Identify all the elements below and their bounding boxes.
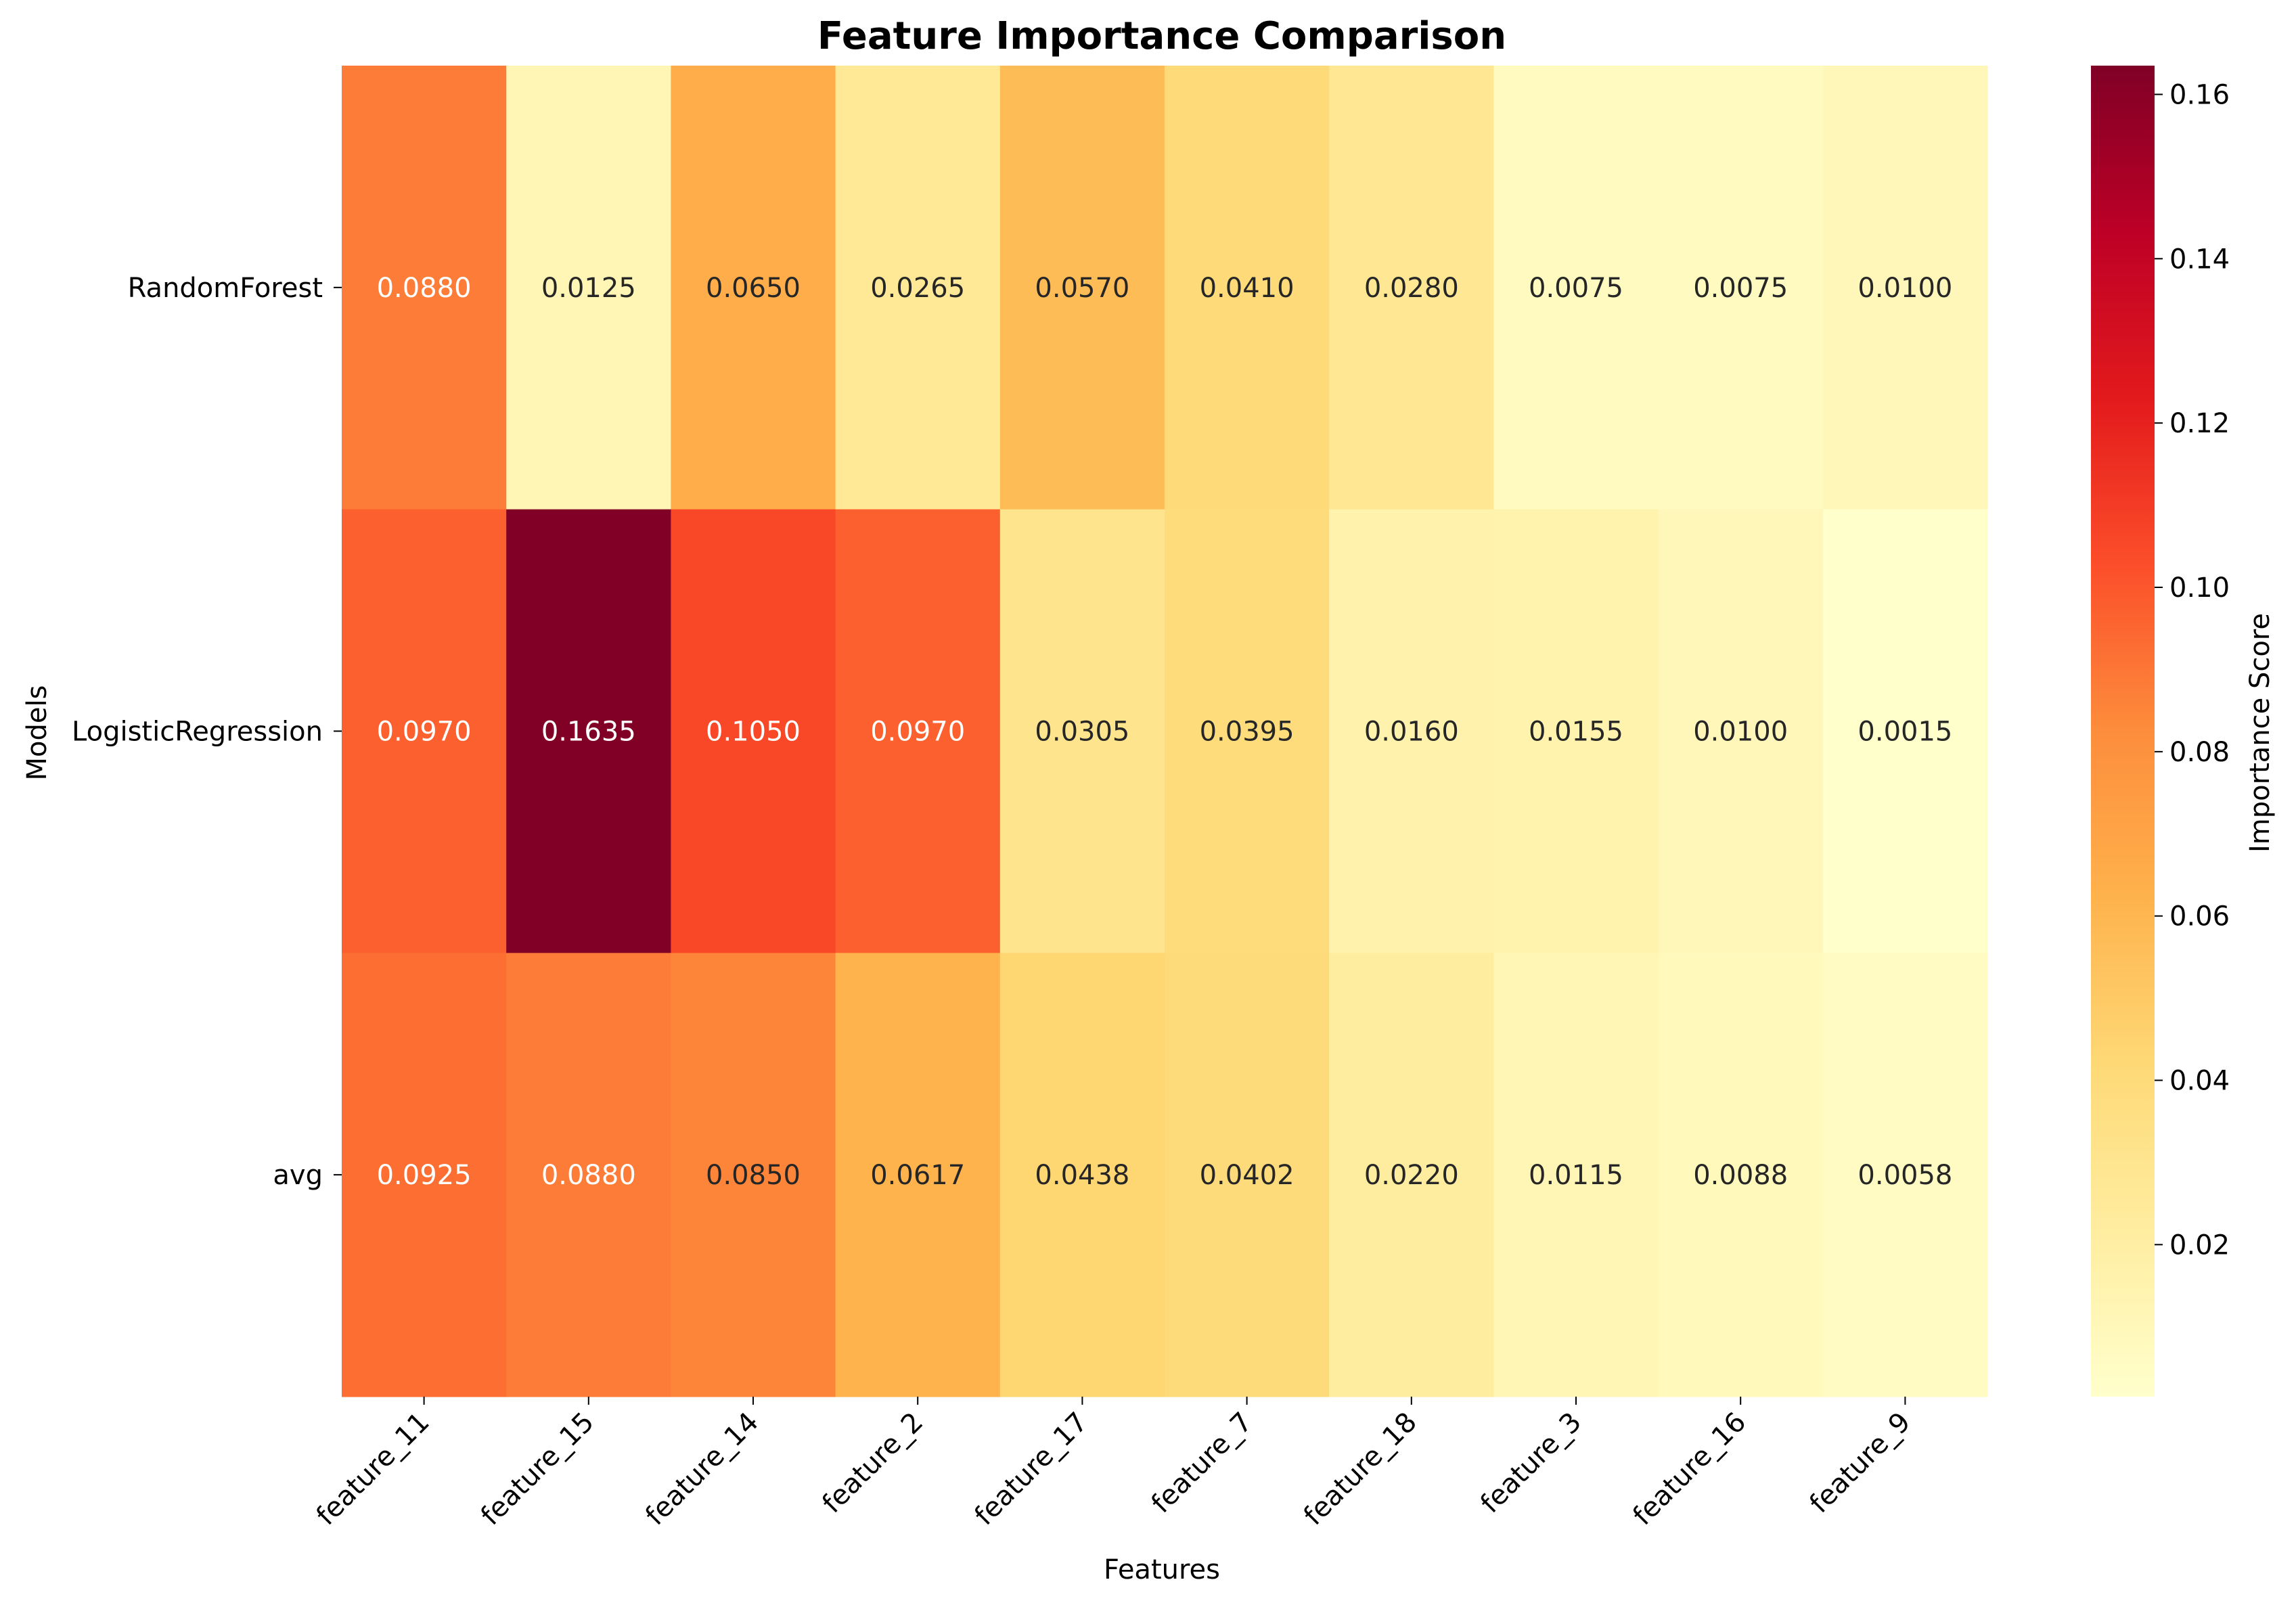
- cell-value-label: 0.0088: [1693, 1160, 1788, 1191]
- heatmap-cell: [999, 66, 1165, 510]
- heatmap-cell: [1165, 953, 1330, 1397]
- colorbar-tick-label: 0.04: [2169, 1066, 2230, 1097]
- heatmap-cell: [671, 509, 836, 953]
- cell-value-label: 0.0100: [1858, 273, 1952, 304]
- colorbar-gradient: [2091, 66, 2155, 1397]
- colorbar: 0.02 0.04 0.06 0.08 0.10 0.12 0.14 0.16 Importa…: [2091, 66, 2276, 1397]
- colorbar-tick-label: 0.06: [2169, 901, 2230, 932]
- heatmap-cell: [1658, 509, 1824, 953]
- cell-value-label: 0.0570: [1035, 273, 1129, 304]
- heatmap-cell: [342, 66, 507, 510]
- heatmap-cell: [506, 509, 671, 953]
- cell-value-label: 0.0438: [1035, 1160, 1129, 1191]
- cell-value-label: 0.0880: [541, 1160, 636, 1191]
- heatmap-cell: [1329, 953, 1494, 1397]
- cell-value-label: 0.0265: [870, 273, 965, 304]
- heatmap-cell: [342, 953, 507, 1397]
- cell-value-label: 0.0395: [1200, 717, 1295, 748]
- heatmap-cell: [506, 66, 671, 510]
- heatmap-cell: [835, 953, 1001, 1397]
- x-tick-label: feature_14: [639, 1407, 765, 1532]
- cell-value-label: 0.0880: [377, 273, 472, 304]
- cell-value-label: 0.0058: [1858, 1160, 1952, 1191]
- cell-value-label: 0.0075: [1693, 273, 1788, 304]
- y-axis-label: Models: [22, 685, 53, 781]
- colorbar-tick-label: 0.10: [2169, 572, 2230, 604]
- heatmap-cell: [1822, 509, 1988, 953]
- cell-value-label: 0.0970: [377, 717, 472, 748]
- x-tick-label: feature_9: [1804, 1407, 1917, 1520]
- colorbar-tick-label: 0.12: [2169, 408, 2230, 439]
- colorbar-label: Importance Score: [2245, 613, 2276, 853]
- y-tick-label: RandomForest: [128, 273, 323, 304]
- heatmap-cell: [506, 953, 671, 1397]
- x-tick-label: feature_18: [1298, 1407, 1423, 1532]
- cell-value-label: 0.1050: [706, 717, 801, 748]
- heatmap-cell: [1329, 66, 1494, 510]
- x-tick-label: feature_11: [311, 1407, 436, 1532]
- heatmap-cell-labels: 0.0880 0.0125 0.0650 0.0265 0.0570 0.0410 0.02…: [377, 273, 1953, 1191]
- x-tick-label: feature_7: [1146, 1407, 1259, 1520]
- y-tick-label: LogisticRegression: [72, 717, 323, 748]
- heatmap-cell: [1329, 509, 1494, 953]
- cell-value-label: 0.0280: [1364, 273, 1459, 304]
- y-axis: RandomForest LogisticRegression avg: [72, 273, 342, 1191]
- chart-title: Feature Importance Comparison: [817, 14, 1506, 58]
- x-tick-label: feature_17: [969, 1407, 1094, 1532]
- heatmap-cell: [1165, 509, 1330, 953]
- x-tick-label: feature_16: [1627, 1407, 1752, 1532]
- x-axis: feature_11 feature_15 feature_14 feature_2 f…: [311, 1397, 1917, 1532]
- cell-value-label: 0.0125: [541, 273, 636, 304]
- x-tick-label: feature_3: [1475, 1407, 1588, 1520]
- heatmap-cell: [1493, 953, 1659, 1397]
- cell-value-label: 0.0410: [1200, 273, 1295, 304]
- colorbar-tick-label: 0.16: [2169, 79, 2230, 110]
- heatmap-cell: [1493, 509, 1659, 953]
- colorbar-tick-label: 0.14: [2169, 244, 2230, 275]
- heatmap-cell: [1493, 66, 1659, 510]
- cell-value-label: 0.0970: [870, 717, 965, 748]
- cell-value-label: 0.0305: [1035, 717, 1129, 748]
- heatmap-cell: [342, 509, 507, 953]
- x-axis-label: Features: [1104, 1554, 1220, 1585]
- heatmap-cell: [1658, 66, 1824, 510]
- heatmap-cell: [835, 66, 1001, 510]
- cell-value-label: 0.0015: [1858, 717, 1952, 748]
- heatmap-cell: [835, 509, 1001, 953]
- heatmap-cell: [671, 953, 836, 1397]
- heatmap-cells: [342, 66, 1988, 1397]
- heatmap-cell: [999, 953, 1165, 1397]
- heatmap-cell: [1822, 953, 1988, 1397]
- colorbar-tick-label: 0.02: [2169, 1229, 2230, 1261]
- cell-value-label: 0.0850: [706, 1160, 801, 1191]
- cell-value-label: 0.0650: [706, 273, 801, 304]
- colorbar-tick-label: 0.08: [2169, 737, 2230, 768]
- cell-value-label: 0.0925: [377, 1160, 472, 1191]
- cell-value-label: 0.0075: [1529, 273, 1623, 304]
- cell-value-label: 0.0220: [1364, 1160, 1459, 1191]
- cell-value-label: 0.1635: [541, 717, 636, 748]
- cell-value-label: 0.0115: [1529, 1160, 1623, 1191]
- cell-value-label: 0.0155: [1529, 717, 1623, 748]
- cell-value-label: 0.0402: [1200, 1160, 1295, 1191]
- heatmap-cell: [1165, 66, 1330, 510]
- y-tick-label: avg: [273, 1160, 323, 1191]
- heatmap-cell: [1658, 953, 1824, 1397]
- x-tick-label: feature_2: [816, 1407, 929, 1520]
- heatmap-cell: [671, 66, 836, 510]
- heatmap-cell: [999, 509, 1165, 953]
- colorbar-ticks: 0.02 0.04 0.06 0.08 0.10 0.12 0.14 0.16: [2155, 79, 2230, 1261]
- cell-value-label: 0.0160: [1364, 717, 1459, 748]
- cell-value-label: 0.0100: [1693, 717, 1788, 748]
- cell-value-label: 0.0617: [870, 1160, 965, 1191]
- heatmap-cell: [1822, 66, 1988, 510]
- x-tick-label: feature_15: [475, 1407, 600, 1532]
